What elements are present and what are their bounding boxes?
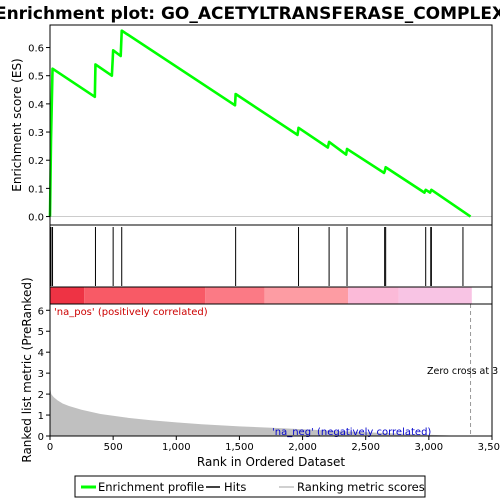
es-y-tick-label: 0.5 <box>28 72 44 83</box>
ranking-metric-area <box>50 386 471 436</box>
es-y-tick-label: 0.0 <box>28 213 44 224</box>
es-y-tick-label: 0.6 <box>28 44 44 55</box>
negative-correlation-label: 'na_neg' (negatively correlated) <box>272 427 431 438</box>
heatmap-segment <box>50 287 85 304</box>
heatmap-segment <box>348 287 399 304</box>
x-axis-label: Rank in Ordered Dataset <box>197 455 345 469</box>
chart-title: Enrichment plot: GO_ACETYLTRANSFERASE_CO… <box>0 4 500 24</box>
rank-y-tick-label: 5 <box>38 327 44 338</box>
heatmap-segment <box>205 287 265 304</box>
x-tick-label: 1,500 <box>225 442 254 453</box>
x-tick-label: 500 <box>104 442 123 453</box>
es-y-tick-label: 0.2 <box>28 156 44 167</box>
legend-hits-label: Hits <box>224 480 246 494</box>
es-y-tick-label: 0.3 <box>28 128 44 139</box>
legend-ranking-label: Ranking metric scores <box>297 480 425 494</box>
rank-y-tick-label: 0 <box>38 432 44 443</box>
x-tick-label: 0 <box>47 442 53 453</box>
es-y-tick-label: 0.1 <box>28 184 44 195</box>
rank-y-tick-label: 1 <box>38 411 44 422</box>
heatmap-segment <box>264 287 349 304</box>
es-y-tick-label: 0.4 <box>28 100 44 111</box>
rank-y-tick-label: 3 <box>38 369 44 380</box>
rank-y-tick-label: 6 <box>38 306 44 317</box>
es-panel-frame <box>49 24 493 226</box>
rank-y-tick-label: 2 <box>38 390 44 401</box>
rank-y-tick-label: 4 <box>38 348 44 359</box>
x-tick-label: 2,000 <box>288 442 317 453</box>
rank-panel-frame <box>49 303 493 437</box>
legend-box <box>74 475 426 498</box>
legend-enrichment-label: Enrichment profile <box>98 480 204 494</box>
heatmap-segment <box>398 287 472 304</box>
heatmap-segment <box>84 287 206 304</box>
es-y-axis-label: Enrichment score (ES) <box>10 58 24 191</box>
enrichment-profile-line <box>48 29 472 218</box>
zero-cross-label: Zero cross at 3 <box>427 366 498 377</box>
rank-y-axis-label: Ranked list metric (PreRanked) <box>20 277 34 462</box>
positive-correlation-label: 'na_pos' (positively correlated) <box>54 307 208 318</box>
x-tick-label: 3,500 <box>478 442 500 453</box>
x-tick-label: 2,500 <box>351 442 380 453</box>
x-tick-label: 1,000 <box>162 442 191 453</box>
x-tick-label: 3,000 <box>415 442 444 453</box>
